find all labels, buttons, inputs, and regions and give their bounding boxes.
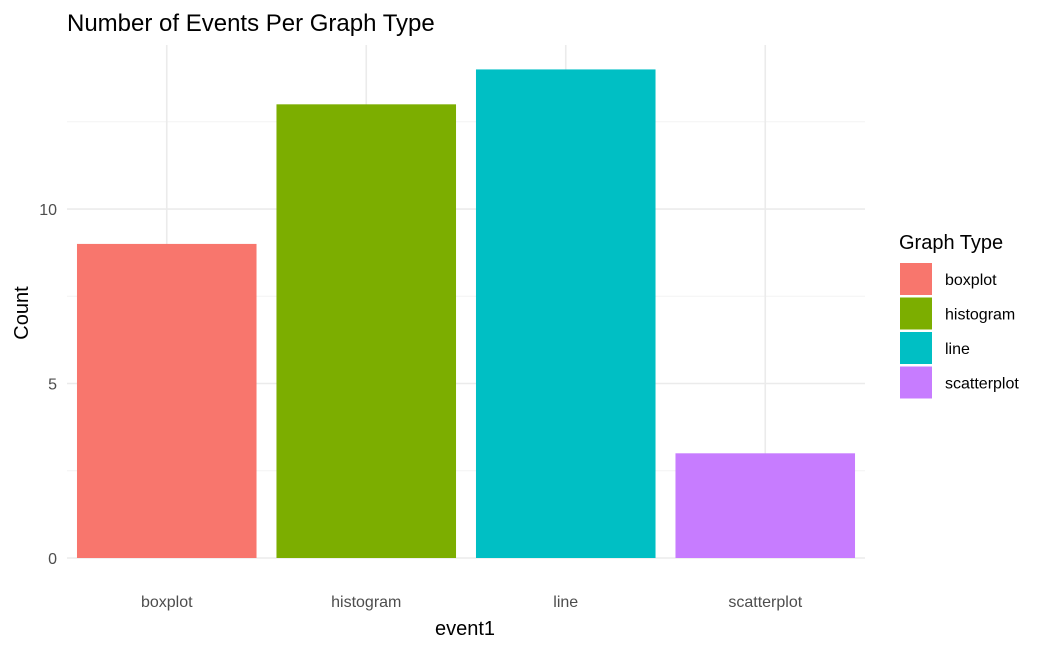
y-axis-title: Count (11, 286, 33, 340)
legend: Graph Type boxplot histogram line scatterpl… (899, 232, 1019, 399)
legend-label-line: line (945, 341, 970, 358)
legend-item-scatterplot: scatterplot (900, 366, 1019, 399)
legend-label-boxplot: boxplot (945, 272, 997, 289)
y-axis-ticks: 0 5 10 (39, 202, 57, 568)
legend-label-scatterplot: scatterplot (945, 376, 1019, 393)
legend-key-line (900, 332, 932, 364)
y-tick-label: 0 (48, 551, 57, 568)
legend-item-boxplot: boxplot (900, 263, 997, 295)
bar-histogram (276, 104, 457, 558)
legend-key-boxplot (900, 263, 932, 295)
legend-label-histogram: histogram (945, 307, 1015, 324)
y-tick-label: 10 (39, 202, 57, 219)
legend-title: Graph Type (899, 232, 1003, 254)
x-tick-label-boxplot: boxplot (141, 594, 193, 611)
x-tick-label-scatterplot: scatterplot (728, 594, 802, 611)
legend-item-line: line (900, 332, 970, 364)
y-tick-label: 5 (48, 377, 57, 394)
legend-items: boxplot histogram line scatterplot (900, 263, 1019, 399)
legend-key-scatterplot (900, 366, 932, 399)
bar-scatterplot (675, 453, 856, 558)
bars (76, 69, 856, 558)
x-axis-title: event1 (435, 618, 495, 640)
x-tick-label-histogram: histogram (331, 594, 401, 611)
chart-title: Number of Events Per Graph Type (67, 10, 435, 37)
legend-key-histogram (900, 297, 932, 330)
x-tick-label-line: line (553, 594, 578, 611)
bar-line (475, 69, 656, 558)
x-axis-ticks: boxplot histogram line scatterplot (141, 594, 803, 611)
bar-boxplot (76, 243, 257, 558)
legend-item-histogram: histogram (900, 297, 1015, 330)
